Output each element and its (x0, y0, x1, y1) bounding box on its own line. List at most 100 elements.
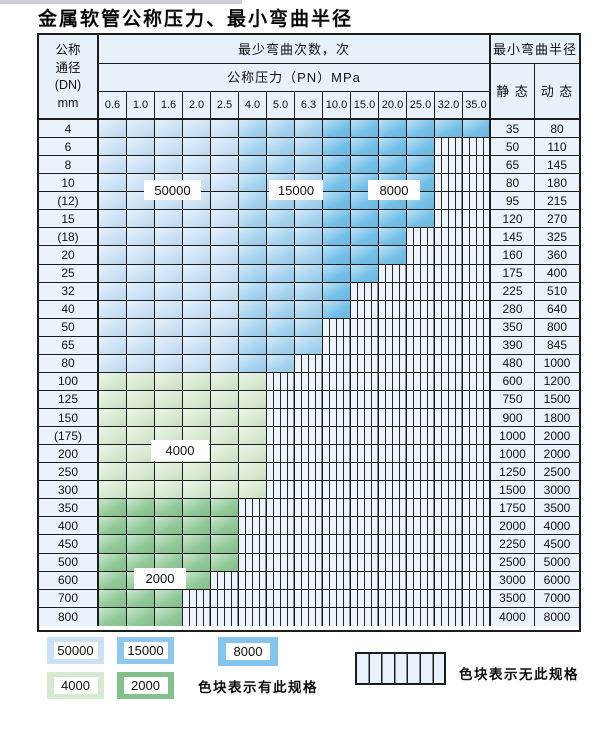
spec-cell (99, 192, 127, 211)
static-value-cell: 1000 (491, 445, 535, 464)
no-spec-cell (239, 499, 491, 518)
spec-cell (155, 156, 183, 175)
pressure-col-header-35.0: 35.0 (463, 92, 491, 120)
spec-cell (99, 264, 127, 283)
spec-cell (127, 463, 155, 482)
no-spec-cell (323, 318, 491, 337)
spec-cell (323, 264, 351, 283)
spec-cell (127, 318, 155, 337)
band-label-2000: 2000 (134, 568, 186, 589)
spec-cell (99, 246, 127, 265)
spec-cell (351, 120, 379, 139)
spec-cell (351, 138, 379, 157)
spec-cell (99, 589, 127, 608)
spec-cell (239, 390, 267, 409)
dynamic-value-cell: 145 (535, 156, 579, 175)
spec-cell (407, 156, 435, 175)
spec-cell (127, 282, 155, 301)
static-value-cell: 750 (491, 390, 535, 409)
spec-cell (127, 210, 155, 229)
spec-cell (155, 264, 183, 283)
spec-cell (239, 463, 267, 482)
dynamic-value-cell: 5000 (535, 553, 579, 572)
static-value-cell: 4000 (491, 607, 535, 626)
legend-swatch-50000: 50000 (47, 637, 104, 664)
dn-cell: 450 (39, 535, 99, 554)
legend-swatch-4000-label: 4000 (53, 677, 98, 694)
spec-cell (211, 264, 239, 283)
spec-cell (99, 499, 127, 518)
pressure-col-header-0.6: 0.6 (99, 92, 127, 120)
no-spec-cell (267, 372, 491, 391)
dynamic-value-cell: 180 (535, 174, 579, 193)
no-spec-cell (435, 192, 491, 211)
spec-cell (295, 228, 323, 247)
spec-cell (155, 535, 183, 554)
spec-cell (323, 246, 351, 265)
legend-no-spec-text: 色块表示无此规格 (459, 667, 579, 682)
no-spec-cell (435, 138, 491, 157)
dn-cell: 300 (39, 481, 99, 500)
spec-cell (267, 228, 295, 247)
spec-cell (267, 120, 295, 139)
spec-cell (239, 156, 267, 175)
dynamic-value-cell: 8000 (535, 607, 579, 626)
spec-cell (239, 427, 267, 446)
spec-table: 公称 通径 (DN) mm 最少弯曲次数，次 最小弯曲半径 公称压力（PN）MPa 静 态动 … (37, 33, 581, 632)
spec-cell (127, 300, 155, 319)
spec-cell (127, 589, 155, 608)
spec-cell (155, 607, 183, 626)
no-spec-cell (267, 409, 491, 428)
spec-cell (211, 228, 239, 247)
static-value-cell: 145 (491, 228, 535, 247)
dn-header-cell: 公称 通径 (DN) mm (39, 35, 99, 120)
spec-cell (239, 228, 267, 247)
no-spec-cell (407, 246, 491, 265)
spec-cell (211, 282, 239, 301)
spec-cell (323, 192, 351, 211)
spec-cell (155, 120, 183, 139)
no-spec-cell (407, 228, 491, 247)
spec-cell (211, 120, 239, 139)
dn-cell: 80 (39, 354, 99, 373)
spec-cell (155, 409, 183, 428)
spec-cell (99, 553, 127, 572)
dn-cell: 350 (39, 499, 99, 518)
no-spec-cell (379, 264, 491, 283)
legend-swatch-50000-label: 50000 (53, 642, 98, 659)
static-header: 静 态 (491, 64, 535, 120)
spec-cell (211, 210, 239, 229)
spec-cell (127, 607, 155, 626)
spec-cell (351, 228, 379, 247)
spec-cell (183, 499, 211, 518)
spec-cell (239, 354, 267, 373)
dn-cell: 32 (39, 282, 99, 301)
no-spec-cell (239, 535, 491, 554)
spec-cell (99, 372, 127, 391)
spec-cell (323, 300, 351, 319)
spec-cell (99, 409, 127, 428)
spec-cell (127, 409, 155, 428)
dn-cell: 700 (39, 589, 99, 608)
spec-cell (99, 354, 127, 373)
dn-cell: 15 (39, 210, 99, 229)
static-value-cell: 65 (491, 156, 535, 175)
spec-cell (239, 409, 267, 428)
pressure-col-header-10.0: 10.0 (323, 92, 351, 120)
dn-cell: 600 (39, 571, 99, 590)
dn-cell: 6 (39, 138, 99, 157)
spec-cell (239, 336, 267, 355)
spec-cell (127, 336, 155, 355)
dn-cell: 10 (39, 174, 99, 193)
spec-cell (183, 463, 211, 482)
spec-cell (155, 372, 183, 391)
pressure-col-header-2.5: 2.5 (211, 92, 239, 120)
spec-cell (379, 138, 407, 157)
static-value-cell: 35 (491, 120, 535, 139)
spec-cell (99, 427, 127, 446)
dn-cell: 150 (39, 409, 99, 428)
band-label-50000: 50000 (144, 180, 201, 200)
legend-no-spec-sample (355, 652, 446, 685)
spec-cell (239, 210, 267, 229)
spec-cell (267, 138, 295, 157)
